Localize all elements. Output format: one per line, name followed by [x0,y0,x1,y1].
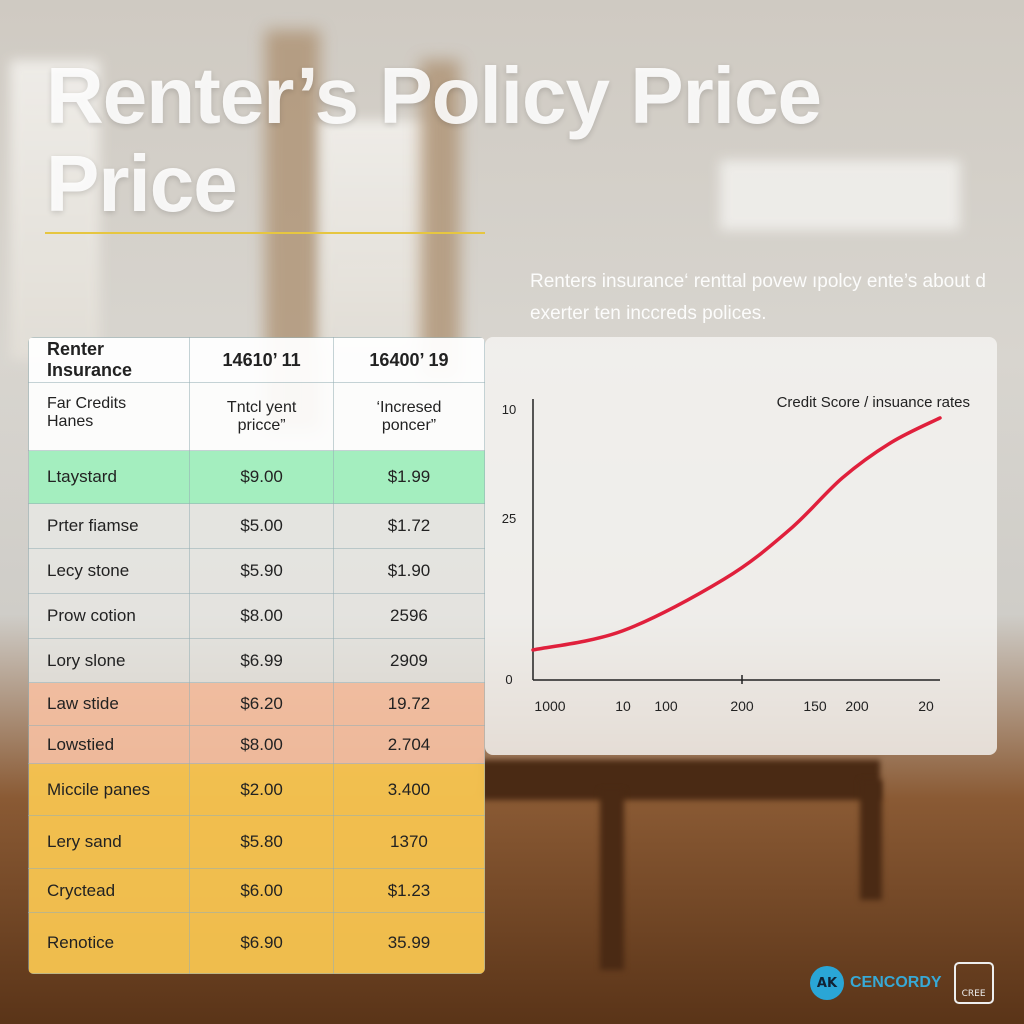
table-row: Lery sand $5.80 1370 [28,815,485,869]
x-tick-label: 20 [918,698,934,714]
table-row: Lory slone $6.99 2909 [28,638,485,683]
price-cell: $6.99 [189,638,334,683]
table-row: Renotice $6.90 35.99 [28,912,485,974]
row-label: Lecy stone [28,548,191,594]
subheader-cell: Tntcl yent pricce” [189,382,334,451]
row-label: Prow cotion [28,593,191,639]
x-tick-label: 10 [615,698,631,714]
title-underline [45,232,485,234]
table-row: Lowstied $8.00 2.704 [28,725,485,764]
brand-logo: AK CENCORDY CREE [810,962,994,1004]
price-cell: $5.00 [189,503,334,549]
x-tick-label: 1000 [534,698,565,714]
title-line-2: Price [46,139,238,228]
x-tick-label: 200 [845,698,869,714]
price-cell: $1.72 [332,503,485,549]
table-row: Lecy stone $5.90 $1.90 [28,548,485,594]
price-table: Renter Insurance 14610’ 11 16400’ 19 Far… [28,337,485,974]
table-row: Cryctead $6.00 $1.23 [28,868,485,913]
table-row: Ltaystard $9.00 $1.99 [28,450,485,504]
description: Renters insurance‘ renttal povew ıpolcy … [530,271,986,324]
table-row: Prow cotion $8.00 2596 [28,593,485,639]
chart-title: Credit Score / insuance rates [777,394,970,411]
x-tick-label: 150 [803,698,827,714]
price-cell: $6.90 [189,912,334,974]
table-header-row: Renter Insurance 14610’ 11 16400’ 19 [28,337,485,383]
bg-air-conditioner [720,160,960,230]
price-cell: $1.99 [332,450,485,504]
subheader-cell: ‘Incresed poncer” [332,382,485,451]
series-line [531,416,942,652]
price-cell: 2.704 [332,725,485,764]
logo-mark-icon: AK [810,966,844,1000]
price-cell: $5.90 [189,548,334,594]
price-cell: $9.00 [189,450,334,504]
price-cell: $6.20 [189,682,334,726]
price-cell: 35.99 [332,912,485,974]
y-tick-label: 25 [502,511,516,526]
price-cell: 19.72 [332,682,485,726]
price-cell: $1.23 [332,868,485,913]
bg-window [10,60,100,360]
chart-panel: 10 25 0 1000 10 100 200 150 200 20 Credit Score / … [485,337,997,755]
x-tick-label: 200 [730,698,754,714]
table-row: Law stide $6.20 19.72 [28,682,485,726]
badge-icon: CREE [953,962,994,1004]
bg-coffee-table [480,760,880,800]
table-row: Miccile panes $2.00 3.400 [28,763,485,816]
page-title: Renter’s Policy Price Price [46,51,822,228]
row-label: Renotice [28,912,191,974]
bg-window [320,120,430,350]
bg-table-leg [600,790,624,970]
header-cell: 14610’ 11 [189,337,334,383]
row-label: Miccile panes [28,763,191,816]
price-cell: $1.90 [332,548,485,594]
row-label: Lowstied [28,725,191,764]
price-cell: $2.00 [189,763,334,816]
price-cell: $6.00 [189,868,334,913]
row-label: Lory slone [28,638,191,683]
price-cell: 3.400 [332,763,485,816]
price-cell: 2909 [332,638,485,683]
subheader-cell: Far Credits Hanes [28,382,191,451]
y-tick-label: 0 [505,672,512,687]
logo-text: CENCORDY [850,974,942,991]
title-line-1: Renter’s Policy Price [46,51,822,140]
bg-table-leg [860,780,882,900]
price-cell: $8.00 [189,593,334,639]
line-chart: 10 25 0 1000 10 100 200 150 200 20 Credit Score / … [502,394,970,714]
y-tick-label: 10 [502,402,516,417]
row-label: Law stide [28,682,191,726]
header-cell: Renter Insurance [28,337,191,383]
price-cell: 2596 [332,593,485,639]
bg-curtain [420,60,460,380]
price-cell: $8.00 [189,725,334,764]
table-subheader-row: Far Credits Hanes Tntcl yent pricce” ‘In… [28,382,485,451]
price-cell: 1370 [332,815,485,869]
row-label: Lery sand [28,815,191,869]
row-label: Cryctead [28,868,191,913]
header-cell: 16400’ 19 [332,337,485,383]
price-cell: $5.80 [189,815,334,869]
x-tick-label: 100 [654,698,678,714]
row-label: Prter fiamse [28,503,191,549]
row-label: Ltaystard [28,450,191,504]
table-row: Prter fiamse $5.00 $1.72 [28,503,485,549]
